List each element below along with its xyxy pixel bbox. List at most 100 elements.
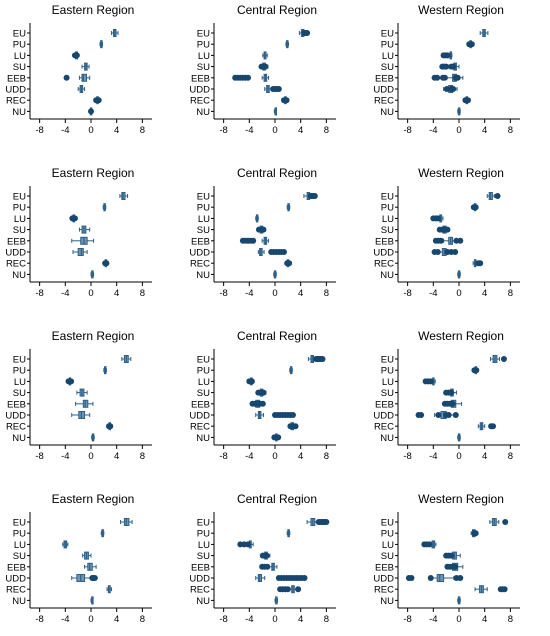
category-label: PU <box>381 529 394 540</box>
outlier-point <box>457 237 464 244</box>
box-su <box>436 225 451 234</box>
box-eu <box>479 29 489 37</box>
box-eu <box>298 29 311 37</box>
category-label: UDD <box>373 411 394 422</box>
category-label: SU <box>13 388 26 399</box>
outlier-point <box>434 249 441 255</box>
x-tick-label: -8 <box>219 614 227 625</box>
category-label: PU <box>381 366 394 377</box>
outlier-point <box>494 193 501 199</box>
x-tick-label: 4 <box>482 614 487 625</box>
category-label: NU <box>380 433 394 444</box>
category-label: NU <box>196 433 210 444</box>
box-rec <box>106 585 113 594</box>
category-label: UDD <box>5 85 26 96</box>
x-tick-label: 0 <box>456 125 461 136</box>
x-tick-label: -8 <box>35 614 43 625</box>
category-label: SU <box>381 388 394 399</box>
box-nu <box>90 596 94 605</box>
category-label: LU <box>198 540 210 551</box>
category-label: PU <box>381 40 394 51</box>
panel-title: Central Region <box>237 329 317 343</box>
outlier-point <box>443 86 450 92</box>
outlier-point <box>444 52 451 59</box>
box-rec <box>287 422 299 431</box>
box-eeb <box>75 399 94 408</box>
category-label: EU <box>13 355 26 366</box>
category-label: LU <box>382 214 394 225</box>
x-tick-label: 0 <box>272 614 277 625</box>
outlier-point <box>259 400 266 407</box>
x-tick-label: 4 <box>482 125 487 136</box>
box-udd <box>264 85 282 93</box>
x-tick-label: -4 <box>61 125 69 136</box>
box-eeb <box>239 236 270 245</box>
box-pu <box>102 203 107 212</box>
category-label: NU <box>12 270 26 281</box>
x-tick-label: 4 <box>298 614 303 625</box>
outlier-point <box>448 552 455 559</box>
category-label: REC <box>190 585 210 596</box>
outlier-point <box>88 108 94 115</box>
box-pu <box>470 203 479 212</box>
box-nu <box>91 433 95 442</box>
box-lu <box>440 51 453 60</box>
x-tick-label: 8 <box>324 614 329 625</box>
category-label: EU <box>197 192 210 203</box>
category-label: REC <box>190 422 210 433</box>
category-label: LU <box>382 51 394 62</box>
category-label: LU <box>14 540 26 551</box>
iqr-box <box>81 73 88 82</box>
outlier-point <box>427 575 434 581</box>
box-su <box>255 225 267 234</box>
box-lu <box>62 540 69 549</box>
x-tick-label: -4 <box>245 451 253 462</box>
outlier-point <box>444 226 451 233</box>
box-lu <box>71 51 80 60</box>
box-rec <box>477 422 497 431</box>
box-eeb <box>432 236 464 245</box>
outlier-point <box>448 389 455 396</box>
category-label: NU <box>12 107 26 118</box>
category-label: UDD <box>5 411 26 422</box>
x-tick-label: 4 <box>114 614 119 625</box>
x-tick-label: 8 <box>140 125 145 136</box>
outlier-point <box>472 204 479 211</box>
outlier-point <box>427 378 434 385</box>
box-eeb <box>431 73 464 82</box>
box-eu <box>119 192 129 200</box>
category-label: PU <box>13 203 26 214</box>
x-tick-label: 4 <box>298 451 303 462</box>
panel-title: Eastern Region <box>52 166 135 180</box>
outlier-point <box>452 563 459 570</box>
category-label: EEB <box>191 562 210 573</box>
box-udd <box>431 248 459 256</box>
x-tick-label: 4 <box>298 125 303 136</box>
category-label: PU <box>197 203 210 214</box>
category-label: LU <box>382 540 394 551</box>
category-label: NU <box>380 270 394 281</box>
category-label: SU <box>381 62 394 73</box>
outlier-point <box>292 423 299 430</box>
box-nu <box>457 107 461 116</box>
box-su <box>76 388 88 397</box>
outlier-point <box>260 389 267 396</box>
x-tick-label: 8 <box>324 288 329 299</box>
box-udd <box>72 248 88 256</box>
category-label: EEB <box>191 236 210 247</box>
outlier-point <box>450 86 457 92</box>
outlier-point <box>502 519 509 525</box>
category-label: EEB <box>375 236 394 247</box>
category-label: UDD <box>5 248 26 259</box>
outlier-point <box>95 97 102 104</box>
x-tick-label: -8 <box>219 451 227 462</box>
box-eu <box>486 192 501 200</box>
category-label: LU <box>14 377 26 388</box>
x-tick-label: -4 <box>61 614 69 625</box>
